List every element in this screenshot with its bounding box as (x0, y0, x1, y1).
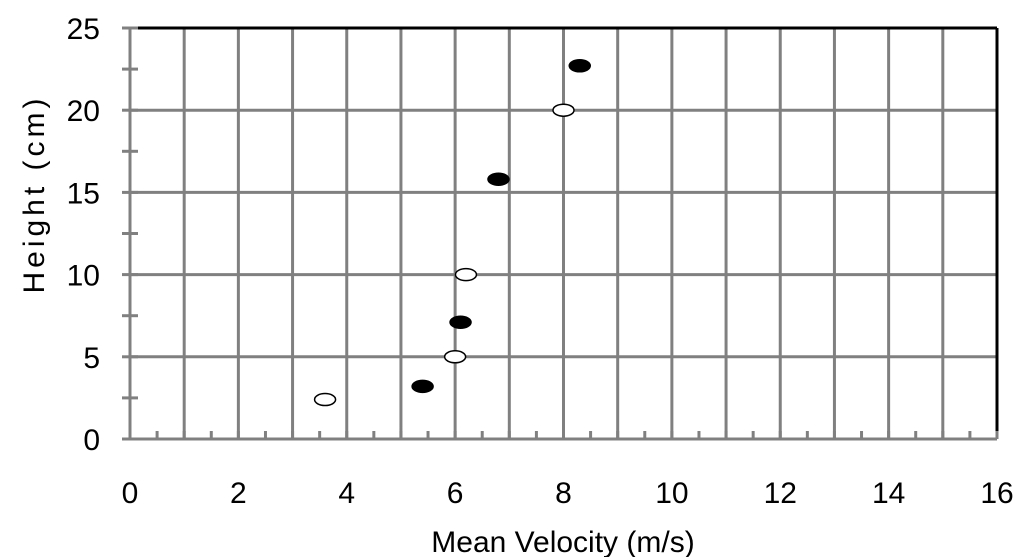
x-tick-label: 4 (338, 477, 355, 510)
axes (122, 26, 999, 441)
x-tick-label: 14 (872, 477, 905, 510)
x-tick-label: 10 (655, 477, 688, 510)
x-axis-title: Mean Velocity (m/s) (431, 526, 694, 557)
x-tick-label: 12 (764, 477, 797, 510)
x-tick-label: 2 (230, 477, 247, 510)
data-point-open (454, 267, 478, 282)
data-point-open (313, 392, 337, 407)
y-tick-label: 25 (67, 13, 100, 46)
x-tick-label: 16 (980, 477, 1013, 510)
y-tick-labels: 0 5 10 15 20 25 (67, 13, 100, 457)
data-point-filled (568, 59, 592, 73)
data-points (313, 59, 592, 407)
y-tick-label: 10 (67, 260, 100, 293)
y-tick-label: 0 (83, 424, 100, 457)
x-tick-label: 8 (555, 477, 572, 510)
y-tick-label: 15 (67, 177, 100, 210)
x-tick-label: 6 (447, 477, 464, 510)
grid (130, 28, 997, 439)
x-tick-labels: 0 2 4 6 8 10 12 14 16 (122, 477, 1014, 510)
x-tick-label: 0 (122, 477, 139, 510)
data-point-open (443, 350, 467, 364)
data-point-open (552, 103, 575, 117)
data-point-filled (449, 315, 472, 330)
data-point-filled (411, 379, 434, 394)
y-axis-title: Height (cm) (18, 94, 51, 293)
y-tick-label: 5 (83, 342, 100, 375)
y-tick-label: 20 (67, 95, 100, 128)
data-point-filled (487, 172, 510, 186)
